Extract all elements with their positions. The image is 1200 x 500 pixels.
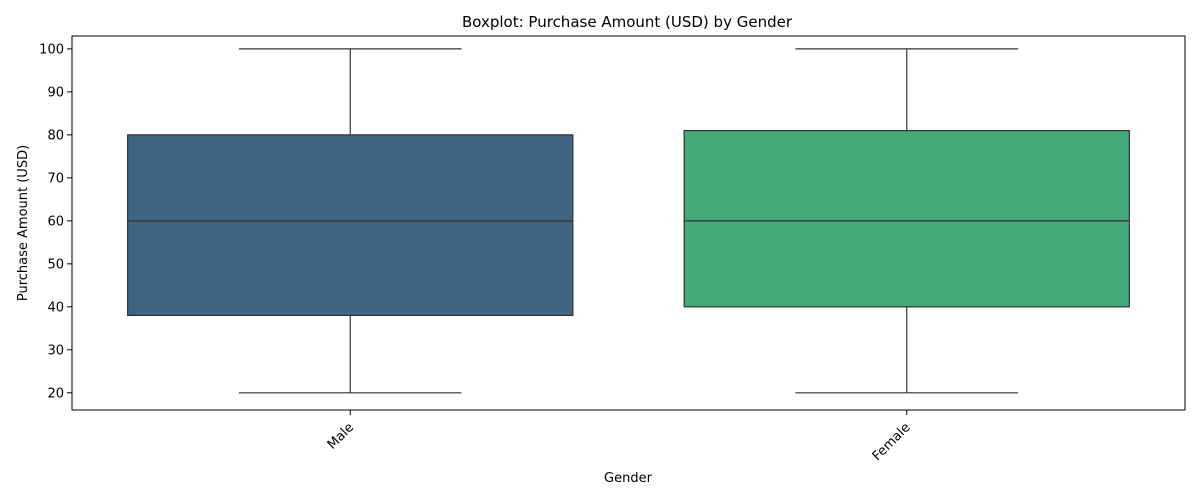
- y-tick-label: 60: [47, 214, 64, 229]
- box-male: [127, 48, 574, 394]
- y-axis-title: Purchase Amount (USD): [16, 145, 31, 301]
- y-tick-label: 80: [47, 128, 64, 143]
- y-tick-label: 100: [39, 42, 64, 57]
- boxes-layer: [127, 48, 1130, 394]
- y-tick-label: 90: [47, 85, 64, 100]
- chart-title: Boxplot: Purchase Amount (USD) by Gender: [462, 13, 793, 31]
- x-axis-title: Gender: [604, 471, 653, 486]
- y-tick-label: 30: [47, 343, 64, 358]
- y-tick-label: 70: [47, 171, 64, 186]
- x-tick-label-female: Female: [870, 420, 914, 464]
- x-tick-label-male: Male: [325, 420, 357, 452]
- iqr-box: [127, 134, 574, 317]
- box-female: [683, 48, 1130, 394]
- y-axis: 20 30 40 50 60 70 80 90 100: [39, 42, 72, 401]
- y-tick-label: 40: [47, 300, 64, 315]
- y-tick-label: 50: [47, 257, 64, 272]
- iqr-box: [683, 129, 1130, 308]
- plot-area-frame: [71, 35, 1186, 411]
- x-axis: Male Female: [325, 410, 914, 464]
- y-tick-label: 20: [47, 386, 64, 401]
